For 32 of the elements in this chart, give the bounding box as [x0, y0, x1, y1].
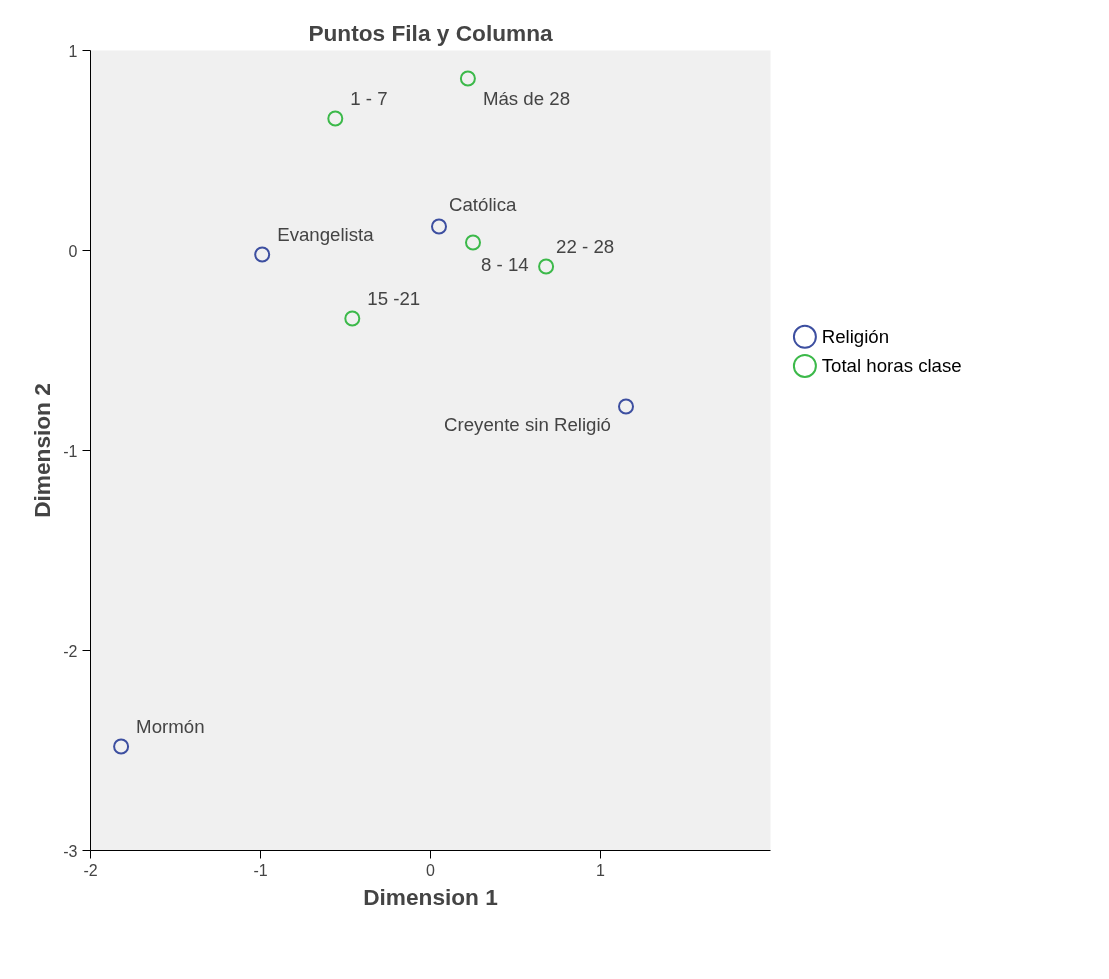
y-tick-label: 0 [68, 242, 78, 260]
y-tick-label: -3 [63, 842, 78, 860]
annotation: 22 - 28 [556, 235, 615, 257]
annotation: Mormón [136, 715, 205, 737]
annotation: Más de 28 [482, 87, 571, 109]
point [538, 258, 555, 275]
point [431, 218, 447, 235]
chart-title: Puntos Fila y Columna [308, 19, 553, 46]
legend-label: Total horas clase [821, 355, 962, 377]
point [459, 70, 476, 87]
y-tick-label: 1 [68, 42, 78, 60]
x-axis-title: Dimension 1 [363, 883, 498, 910]
annotation: 1 - 7 [350, 87, 388, 109]
point [344, 310, 361, 327]
annotation: 15 -21 [367, 287, 421, 309]
annotation: Católica [449, 193, 518, 215]
annotation: Evangelista [277, 223, 375, 245]
point [113, 738, 130, 755]
y-axis-title: Dimension 2 [29, 383, 56, 518]
x-tick-label: -2 [83, 861, 98, 879]
y-tick-label: -2 [63, 642, 78, 660]
y-tick-label: -1 [63, 442, 78, 460]
point [618, 398, 634, 415]
point [254, 246, 271, 263]
x-tick-label: -1 [253, 861, 268, 879]
point [327, 110, 344, 127]
annotation: Creyente sin Religió [444, 413, 611, 435]
point [465, 234, 481, 251]
annotation: 8 - 14 [481, 253, 529, 275]
x-tick-label: 1 [596, 861, 606, 879]
x-tick-label: 0 [426, 861, 436, 879]
legend-label: Religión [821, 326, 890, 348]
